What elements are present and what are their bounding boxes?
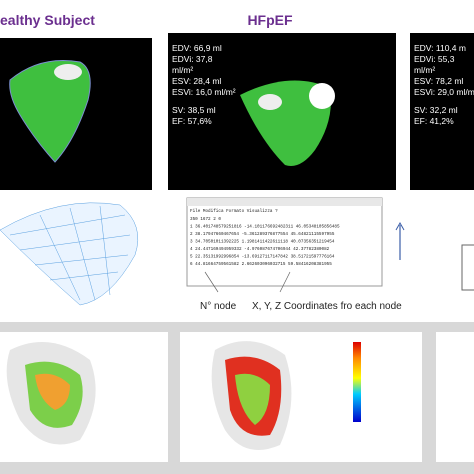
panel-third bbox=[410, 33, 474, 190]
bottom-panel bbox=[436, 332, 474, 462]
valve bbox=[54, 64, 82, 80]
panel-line: ESVi: 16,0 ml/m² bbox=[172, 87, 236, 97]
pointer-lines bbox=[204, 271, 291, 293]
notepad-row: 4 24.447169494959332 -4.976087674706944 … bbox=[190, 247, 330, 252]
notepad-row: 5 22.35131992996854 -13.69127117147842 3… bbox=[190, 255, 335, 260]
mesh bbox=[0, 202, 139, 306]
notepad-row: 1 36.401748579251816 -14.101176692482311… bbox=[190, 225, 340, 230]
panel-line: ml/m² bbox=[414, 65, 435, 75]
map-region bbox=[35, 373, 70, 410]
label-node: N° node bbox=[200, 301, 237, 312]
arrow-head bbox=[395, 221, 405, 231]
panel-line: EDV: 110,4 m bbox=[414, 43, 466, 53]
heart-healthy bbox=[9, 59, 91, 163]
notepad-row: 3 34.70501011392225 1.1981411422611118 4… bbox=[190, 240, 335, 245]
panel-line: ESVi: 29,0 ml/m² bbox=[414, 87, 474, 97]
notepad-menu: File Modifica Formato Visualizza ? bbox=[190, 209, 278, 214]
notepad-row: 2 38.17947660467654 -5.361289376877554 4… bbox=[190, 232, 335, 237]
panel-line: EF: 41,2% bbox=[414, 116, 454, 126]
panel-line: EDVi: 55,3 bbox=[414, 54, 455, 64]
colorbar bbox=[353, 342, 361, 422]
map-region bbox=[235, 373, 270, 425]
valve bbox=[309, 83, 335, 109]
panel-line: EDV: 66,9 ml bbox=[172, 43, 222, 53]
notepad-row: 6 44.81664759561582 2.662603096032715 59… bbox=[190, 262, 332, 267]
panel-line: SV: 32,2 ml bbox=[414, 105, 458, 115]
notepad-content: 350 1672 2 0 1 36.401748579251816 -14.101… bbox=[190, 217, 340, 267]
panel-line: ml/m² bbox=[172, 65, 193, 75]
header-left: ealthy Subject bbox=[0, 12, 95, 28]
valve bbox=[258, 94, 282, 110]
panel-line: EF: 57,6% bbox=[172, 116, 212, 126]
panel-line: ESV: 28,4 ml bbox=[172, 76, 221, 86]
panel-line: EDVi: 37,8 bbox=[172, 54, 213, 64]
label-coords: X, Y, Z Coordinates fro each node bbox=[252, 301, 402, 312]
panel-line: SV: 38,5 ml bbox=[172, 105, 216, 115]
panel-line: ESV: 78,2 ml bbox=[414, 76, 463, 86]
header-center: HFpEF bbox=[247, 12, 293, 28]
notepad-titlebar bbox=[187, 198, 382, 206]
side-box bbox=[461, 244, 474, 291]
notepad-row: 350 1672 2 0 bbox=[190, 217, 221, 222]
